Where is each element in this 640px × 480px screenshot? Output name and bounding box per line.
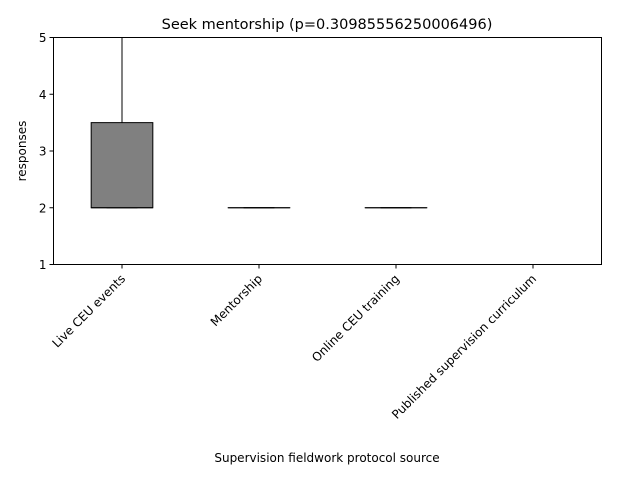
y-axis-ticks: 1 2 3 4 5 [39, 31, 54, 272]
box-group [90, 37, 154, 209]
y-tick-label: 4 [39, 88, 47, 102]
chart-title: Seek mentorship (p=0.30985556250006496) [162, 17, 493, 33]
x-tick-label: Live CEU events [49, 272, 128, 351]
x-tick-label: Published supervision curriculum [389, 272, 539, 422]
x-tick-label: Mentorship [208, 272, 265, 329]
box-series [90, 37, 565, 209]
x-tick-label: Online CEU training [309, 272, 402, 365]
y-tick-label: 2 [39, 201, 47, 215]
y-tick-label: 5 [39, 31, 47, 45]
plot-frame [53, 37, 602, 265]
x-axis-ticks: Live CEU events Mentorship Online CEU trai… [49, 264, 539, 422]
y-axis-label: responses [15, 121, 29, 182]
y-tick-label: 3 [39, 145, 47, 159]
y-tick-label: 1 [39, 258, 47, 272]
box-body [90, 122, 154, 209]
x-axis-label: Supervision fieldwork protocol source [214, 451, 439, 465]
